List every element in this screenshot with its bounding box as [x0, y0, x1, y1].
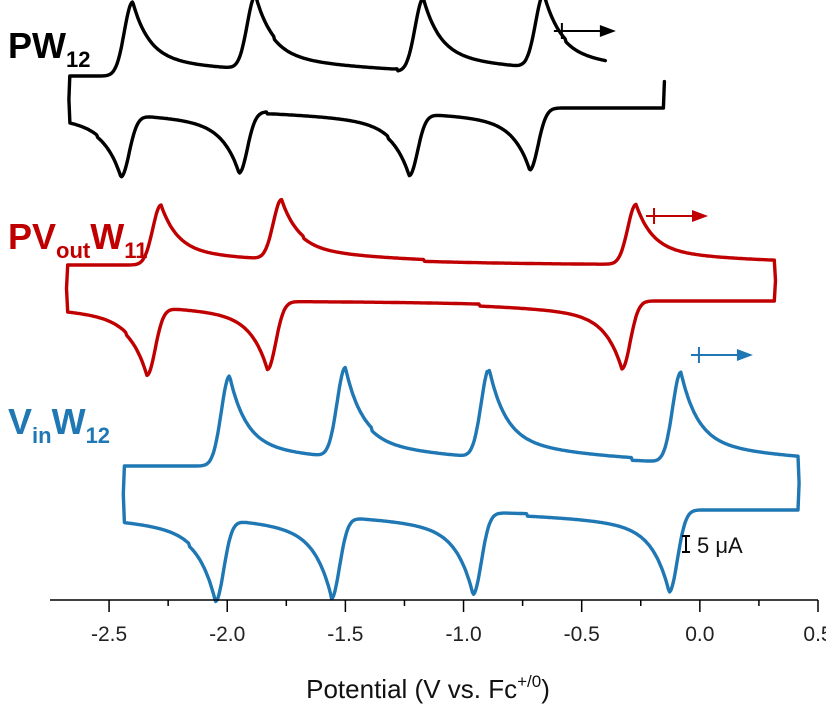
scan-direction-arrow — [690, 347, 753, 363]
x-axis-title: Potential (V vs. Fc+/0) — [306, 672, 550, 704]
cv-traces — [64, 0, 801, 604]
scan-direction-arrow — [646, 208, 709, 224]
x-axis-title-close: ) — [541, 674, 550, 704]
x-tick-label: 0.0 — [685, 623, 714, 646]
arrow-head — [692, 210, 709, 222]
arrow-head — [736, 349, 753, 361]
scan-direction-arrows — [553, 23, 753, 363]
cv-trace — [121, 365, 801, 604]
cv-trace — [64, 197, 778, 377]
series-labels: PW12 PVoutW11 VinW12 — [8, 25, 147, 448]
x-axis: -2.5 -2.0 -1.5 -1.0 -0.5 0.0 0.5 — [50, 599, 826, 646]
scan-direction-arrow — [553, 23, 616, 39]
series-label: PW12 — [8, 25, 90, 72]
cv-trace — [67, 0, 667, 179]
x-tick-label: -1.5 — [327, 623, 363, 646]
x-tick-label: 0.5 — [803, 623, 826, 646]
x-axis-title-superscript: +/0 — [517, 672, 541, 691]
x-tick-label: -0.5 — [564, 623, 600, 646]
x-axis-title-main: Potential (V vs. Fc — [306, 674, 517, 704]
x-tick-label: -2.5 — [91, 623, 127, 646]
current-scale-bar: 5 μA — [682, 533, 743, 558]
series-label: VinW12 — [8, 401, 110, 448]
arrow-head — [599, 25, 616, 37]
series-label: PVoutW11 — [8, 216, 147, 263]
x-tick-label: -1.0 — [445, 623, 481, 646]
scale-bar-label: 5 μA — [697, 533, 743, 558]
x-tick-label: -2.0 — [209, 623, 245, 646]
